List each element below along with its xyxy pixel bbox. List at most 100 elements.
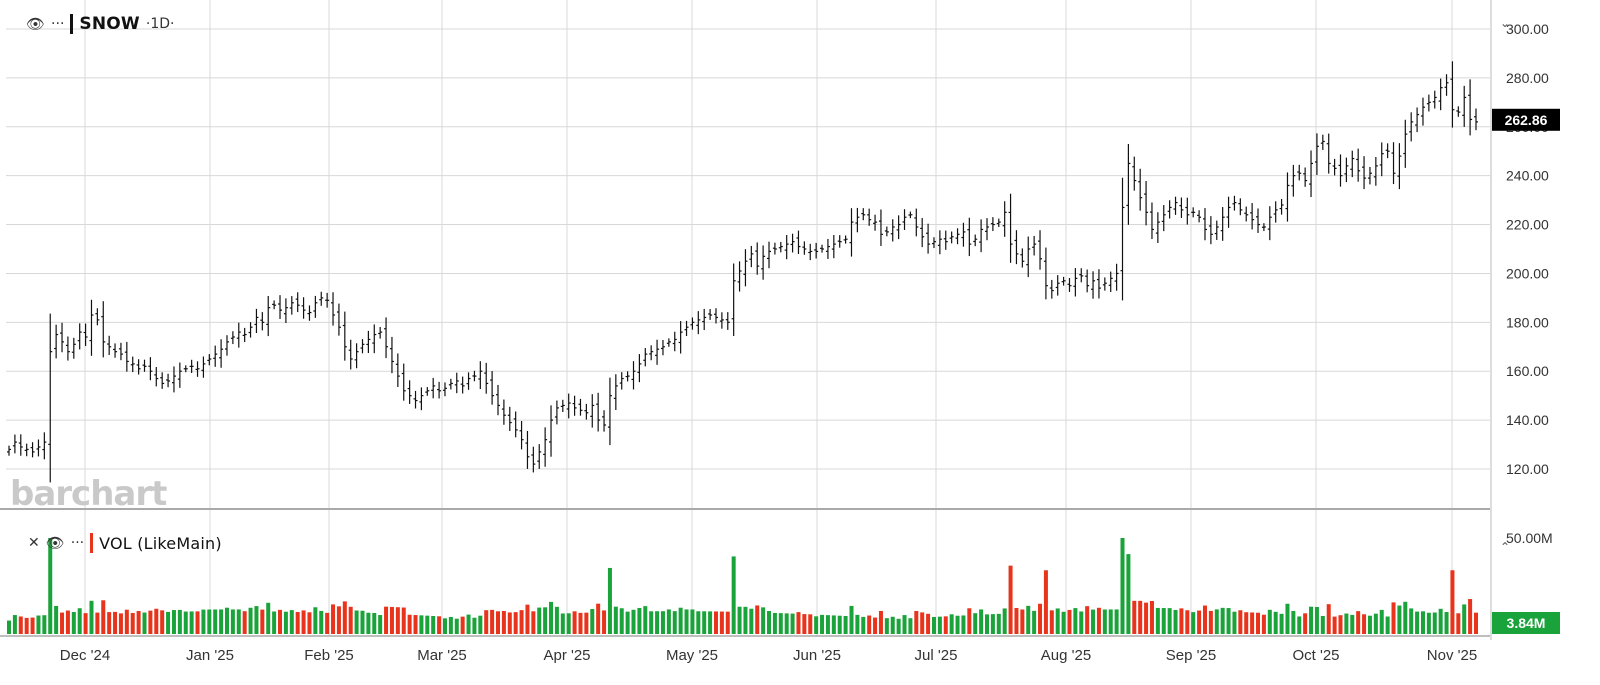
volume-bar <box>48 538 53 634</box>
volume-bar <box>354 610 359 634</box>
close-icon[interactable]: ✕ <box>28 535 40 551</box>
price-tick-label: 140.00 <box>1506 412 1549 428</box>
time-tick-label: Oct '25 <box>1292 647 1339 664</box>
volume-bar <box>831 615 836 634</box>
volume-bar <box>124 609 129 634</box>
volume-bar <box>6 620 12 634</box>
volume-bar <box>1238 610 1243 634</box>
volume-bar <box>236 609 241 634</box>
time-tick-label: Feb '25 <box>304 647 354 664</box>
volume-bar <box>1426 612 1431 634</box>
more-icon[interactable]: ··· <box>70 535 85 551</box>
eye-icon[interactable]: 👁 <box>45 534 65 552</box>
time-tick-label: Aug '25 <box>1041 647 1091 664</box>
volume-bar <box>867 615 872 634</box>
time-tick-label: Jul '25 <box>915 647 958 664</box>
volume-bar <box>896 618 901 634</box>
volume-bar <box>1067 609 1072 634</box>
volume-bar <box>1438 608 1443 634</box>
volume-bar <box>649 611 654 634</box>
interval-label[interactable]: ·1D· <box>145 16 175 32</box>
volume-bar <box>637 607 642 634</box>
volume-bar <box>672 611 677 634</box>
volume-bar <box>955 615 960 634</box>
time-tick-label: Jan '25 <box>186 647 234 664</box>
volume-bar <box>472 617 477 634</box>
volume-bar <box>702 611 707 634</box>
volume-bar <box>219 609 224 634</box>
volume-bar <box>590 609 595 634</box>
volume-bar <box>855 614 860 634</box>
volume-bar <box>961 615 966 634</box>
volume-bar <box>543 607 548 634</box>
eye-icon[interactable]: 👁 <box>26 15 46 33</box>
volume-bar <box>189 611 194 634</box>
volume-bar <box>1367 615 1372 634</box>
volume-bar <box>77 608 82 634</box>
volume-bar <box>820 614 825 634</box>
volume-bar <box>837 615 842 634</box>
chevron-down-icon[interactable]: ⌄ <box>1500 16 1511 30</box>
volume-bar <box>1014 607 1019 634</box>
volume-bar <box>767 611 772 634</box>
volume-bar <box>1462 604 1467 634</box>
volume-bar <box>1291 610 1296 634</box>
volume-bar <box>937 616 942 634</box>
volume-bar <box>65 610 70 634</box>
volume-bar <box>454 618 459 634</box>
more-icon[interactable]: ··· <box>51 16 65 32</box>
volume-bar <box>861 616 866 634</box>
price-legend: 👁 ··· SNOW ·1D· <box>26 14 174 34</box>
price-tick-label: 180.00 <box>1506 314 1549 330</box>
volume-bar <box>849 605 854 634</box>
volume-bar <box>884 618 889 634</box>
time-tick-label: Apr '25 <box>543 647 590 664</box>
volume-bar <box>266 602 271 634</box>
volume-bar <box>166 611 171 634</box>
volume-bar <box>1420 611 1425 634</box>
volume-bar <box>1444 612 1449 634</box>
volume-bar <box>1326 604 1331 634</box>
volume-bar <box>814 616 819 634</box>
volume-bar <box>89 600 94 634</box>
volume-bar <box>878 610 883 634</box>
volume-bar <box>136 611 141 634</box>
volume-bar <box>1250 612 1255 634</box>
volume-bar <box>790 613 795 634</box>
symbol-label: SNOW <box>79 14 140 34</box>
volume-bar <box>802 614 807 634</box>
volume-bar <box>331 604 336 634</box>
volume-bar <box>1244 612 1249 634</box>
volume-bar <box>1038 603 1043 634</box>
volume-bar <box>519 610 524 634</box>
volume-bar <box>301 610 306 634</box>
volume-bar <box>478 615 483 634</box>
volume-bar <box>990 614 995 634</box>
volume-bar <box>442 618 447 634</box>
volume-bar <box>283 611 288 634</box>
volume-bar <box>425 615 430 634</box>
volume-bar <box>24 617 29 634</box>
volume-bar <box>113 611 118 634</box>
volume-bar <box>1161 608 1166 634</box>
chevron-up-icon[interactable]: ⌃ <box>1500 540 1511 554</box>
last-price-label: 262.86 <box>1505 112 1548 128</box>
volume-bar <box>1273 611 1278 634</box>
volume-bar <box>902 615 907 634</box>
volume-bar <box>1379 609 1384 634</box>
last-volume-label: 3.84M <box>1507 615 1546 631</box>
volume-bar <box>490 609 495 634</box>
volume-bar <box>1049 610 1054 634</box>
volume-bar <box>336 606 341 634</box>
volume-bar <box>1409 608 1414 634</box>
volume-bar <box>1314 607 1319 634</box>
volume-bar <box>413 615 418 634</box>
price-tick-label: 160.00 <box>1506 363 1549 379</box>
last-volume-badge <box>1492 612 1560 634</box>
volume-bar <box>384 606 389 634</box>
volume-bar <box>1179 608 1184 634</box>
volume-bar <box>1214 609 1219 634</box>
volume-bar <box>201 609 206 634</box>
volume-bar <box>307 612 312 634</box>
